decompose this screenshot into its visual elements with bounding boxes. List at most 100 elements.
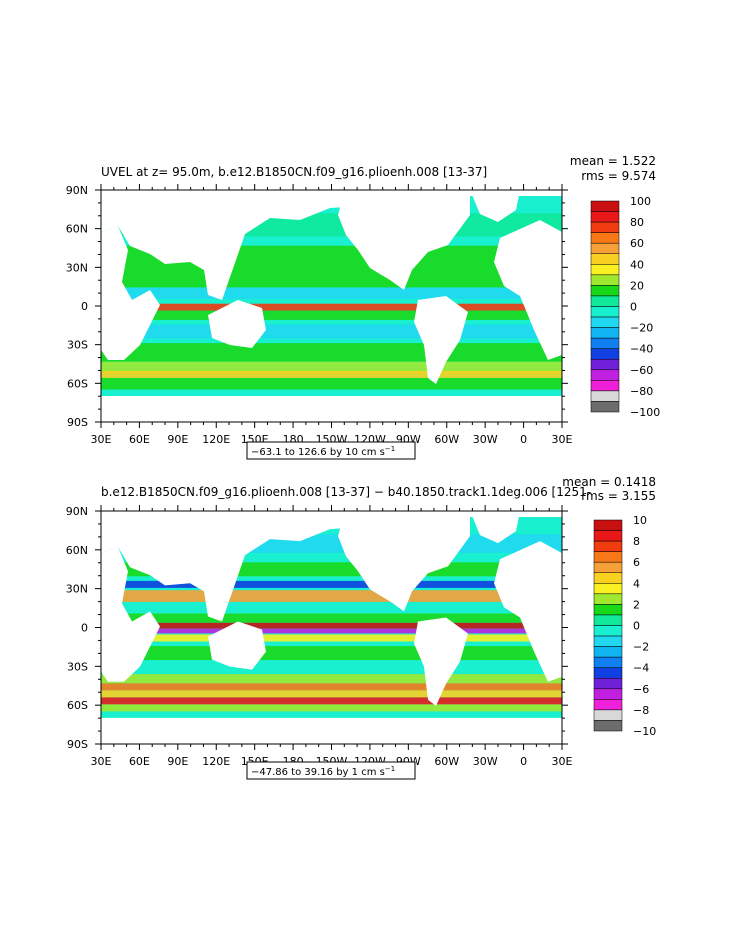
colorbar-swatch [590, 221, 620, 233]
range-box [246, 761, 416, 780]
x-tick-label: 60W [434, 755, 459, 768]
y-tick-label: 90N [66, 184, 88, 197]
field-band [101, 697, 562, 705]
colorbar-swatch [593, 614, 623, 626]
colorbar-label: 40 [630, 258, 644, 271]
colorbar-label: −10 [633, 725, 656, 738]
colorbar-swatch [593, 646, 623, 658]
x-tick-label: 90E [167, 755, 188, 768]
colorbar-swatch [590, 264, 620, 276]
colorbar-label: 10 [633, 514, 647, 527]
field-band [101, 324, 562, 339]
colorbar-label: −2 [633, 641, 649, 654]
ocean-field [101, 190, 562, 422]
x-tick-label: 0 [520, 755, 527, 768]
colorbar-swatch [593, 678, 623, 690]
y-tick-label: 60N [66, 223, 88, 236]
field-band [101, 646, 562, 661]
colorbar-label: 0 [630, 301, 637, 314]
mean-stat: mean = 1.522 [570, 154, 656, 168]
field-band [101, 310, 562, 320]
colorbar-swatch [593, 583, 623, 595]
colorbar-label: −100 [630, 406, 660, 419]
field-band [101, 704, 562, 712]
colorbar-label: −60 [630, 364, 653, 377]
colorbar-swatch [590, 242, 620, 254]
field-band [101, 590, 562, 602]
colorbar-swatch [593, 688, 623, 700]
colorbar-label: −20 [630, 322, 653, 335]
y-tick-label: 90S [67, 416, 88, 429]
colorbar-label: 8 [633, 535, 640, 548]
field-band [101, 622, 562, 629]
x-tick-label: 30E [552, 433, 573, 446]
axes: 30E60E90E120E150E180150W120W90W60W30W030… [66, 505, 573, 768]
y-tick-label: 60S [67, 377, 88, 390]
colorbar-swatch [590, 253, 620, 265]
colorbar-swatch [593, 604, 623, 616]
mean-stat: mean = 0.1418 [562, 475, 656, 489]
rms-stat: rms = 9.574 [581, 169, 656, 183]
range-label-box: −63.1 to 126.6 by 10 cm s−1 [246, 441, 416, 460]
colorbar-label: −4 [633, 662, 649, 675]
colorbar-swatch [590, 369, 620, 381]
colorbar-swatch [590, 380, 620, 392]
x-tick-label: 30W [473, 755, 498, 768]
y-tick-label: 90N [66, 505, 88, 518]
colorbar-swatch [590, 316, 620, 328]
colorbar-swatch [593, 530, 623, 542]
field-band [101, 580, 562, 588]
colorbar-swatch [593, 561, 623, 574]
colorbar-label: 6 [633, 556, 640, 569]
y-tick-label: 30S [67, 660, 88, 673]
colorbar-swatch [593, 720, 623, 732]
colorbar-label: −80 [630, 385, 653, 398]
colorbar-swatch [590, 306, 620, 318]
field-band [101, 371, 562, 378]
x-tick-label: 0 [520, 433, 527, 446]
y-tick-label: 60N [66, 544, 88, 557]
colorbar-swatch [590, 359, 620, 371]
ocean-field [101, 511, 562, 744]
x-tick-label: 30W [473, 433, 498, 446]
colorbar-swatch [590, 211, 620, 223]
colorbar-swatch [593, 656, 623, 668]
colorbar: 10 8 6 4 2 0 −2 −4 −6 −8 −10 [593, 514, 656, 738]
colorbar-swatch [593, 593, 623, 605]
x-tick-label: 60W [434, 433, 459, 446]
colorbar-swatch [590, 285, 620, 297]
range-label: −47.86 to 39.16 by 1 cm s−1 [251, 765, 395, 778]
colorbar-swatch [590, 274, 620, 286]
field-band [101, 343, 562, 362]
colorbar-swatch [593, 667, 623, 679]
field-band [101, 634, 562, 642]
x-tick-label: 30E [91, 755, 112, 768]
field-band [101, 674, 562, 684]
colorbar-label: 80 [630, 216, 644, 229]
colorbar-swatch [593, 572, 623, 584]
panel-title: b.e12.B1850CN.f09_g16.plioenh.008 [13-37… [101, 485, 591, 499]
colorbar-label: 100 [630, 195, 651, 208]
y-tick-label: 30N [66, 261, 88, 274]
x-tick-label: 120E [202, 433, 230, 446]
colorbar-swatch [590, 295, 620, 307]
colorbar-label: 60 [630, 237, 644, 250]
colorbar-swatch [590, 390, 620, 402]
field-band [101, 377, 562, 390]
colorbar-swatch [593, 699, 623, 711]
colorbar-label: −6 [633, 683, 649, 696]
x-tick-label: 60E [129, 755, 150, 768]
field-band [101, 613, 562, 623]
colorbar-swatch [593, 540, 623, 552]
colorbar-swatch [590, 401, 620, 413]
colorbar: 100 80 60 40 20 0 −20 −40 −60 −80 −100 [590, 195, 660, 419]
x-tick-label: 60E [129, 433, 150, 446]
colorbar-label: 20 [630, 279, 644, 292]
range-label: −63.1 to 126.6 by 10 cm s−1 [251, 445, 395, 458]
panel-title: UVEL at z= 95.0m, b.e12.B1850CN.f09_g16.… [101, 165, 487, 179]
field-band [101, 287, 562, 299]
colorbar-swatch [590, 200, 620, 212]
range-box [246, 441, 416, 460]
y-tick-label: 60S [67, 699, 88, 712]
colorbar-label: 2 [633, 598, 640, 611]
